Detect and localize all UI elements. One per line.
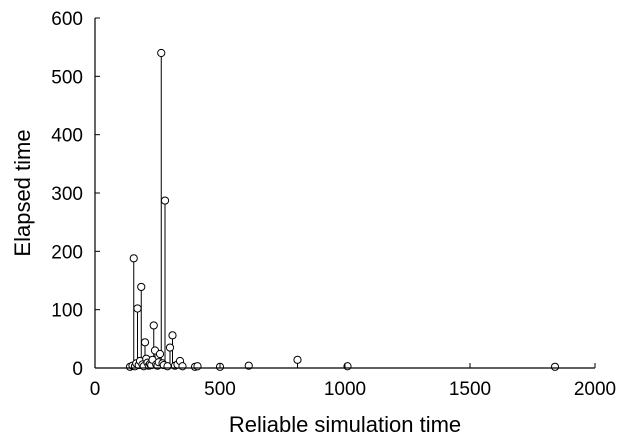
data-point-marker: [133, 304, 142, 313]
y-ticks: 0 100 200 300 400 500 600: [51, 9, 100, 380]
data-point-marker: [293, 355, 302, 364]
data-point-marker: [140, 338, 150, 347]
stem-layer: [129, 53, 556, 368]
data-point-marker: [168, 331, 177, 340]
data-point-marker: [157, 48, 166, 58]
y-tick-label: 100: [51, 301, 83, 322]
x-tick-label: 2000: [574, 379, 616, 400]
y-tick-label: 500: [51, 67, 83, 88]
marker-layer: [125, 48, 560, 371]
x-tick-label: 0: [90, 379, 101, 400]
data-point-marker: [160, 196, 170, 205]
y-tick-label: 300: [51, 184, 83, 205]
y-axis-label: Elapsed time: [10, 129, 35, 256]
data-point-marker: [137, 282, 146, 292]
y-tick-label: 200: [51, 242, 83, 263]
data-point-marker: [163, 362, 172, 371]
data-point-marker: [165, 343, 175, 352]
data-point-marker: [129, 254, 138, 263]
x-ticks: 0 500 1000 1500 2000: [90, 363, 616, 400]
x-tick-label: 1000: [324, 379, 366, 400]
data-point-marker: [193, 362, 202, 371]
data-point-marker: [550, 362, 560, 371]
x-tick-label: 500: [204, 379, 236, 400]
y-tick-label: 0: [72, 359, 83, 380]
data-point-marker: [178, 362, 187, 371]
axes: [94, 18, 595, 369]
y-tick-label: 600: [51, 9, 83, 30]
data-point-marker: [155, 349, 165, 359]
data-point-marker: [149, 321, 158, 330]
y-tick-label: 400: [51, 126, 83, 147]
x-tick-label: 1500: [449, 379, 491, 400]
x-axis-label: Reliable simulation time: [229, 412, 461, 437]
